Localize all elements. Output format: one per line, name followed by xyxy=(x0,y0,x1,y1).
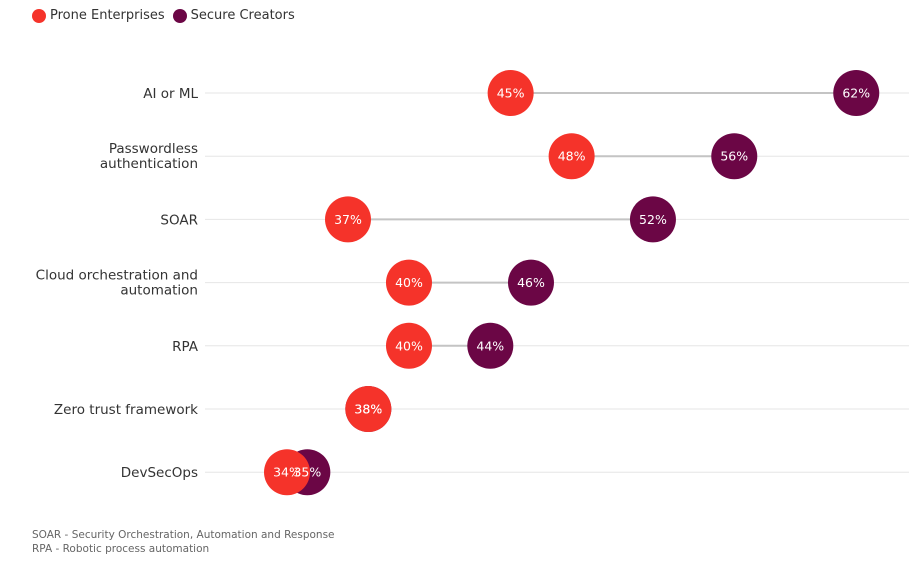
category-label-cloud-orchestration-and-automation: Cloud orchestration and automation xyxy=(36,268,198,299)
data-point-prone-enterprises-zero-trust-framework xyxy=(345,386,392,432)
data-label-prone-enterprises-zero-trust-framework: 38% xyxy=(354,402,382,417)
footnote-rpa: RPA - Robotic process automation xyxy=(32,543,210,555)
data-label-secure-creators-zero-trust-framework: 38% xyxy=(354,402,382,417)
category-label-passwordless-authentication: Passwordless authentication xyxy=(100,141,198,172)
data-point-prone-enterprises-cloud-orchestration-and-automation xyxy=(385,259,432,306)
data-label-secure-creators-cloud-orchestration-and-automation: 46% xyxy=(517,275,545,290)
category-label-ai-or-ml: AI or ML xyxy=(143,86,198,102)
data-point-secure-creators-passwordless-authentication xyxy=(711,133,758,180)
category-label-rpa: RPA xyxy=(172,339,199,355)
data-point-prone-enterprises-devsecops xyxy=(264,449,311,496)
data-label-prone-enterprises-soar: 37% xyxy=(334,212,362,227)
data-label-secure-creators-passwordless-authentication: 56% xyxy=(720,149,748,164)
legend-label-prone-enterprises: Prone Enterprises xyxy=(50,8,165,23)
data-label-prone-enterprises-cloud-orchestration-and-automation: 40% xyxy=(395,275,423,290)
chart-legend: Prone Enterprises Secure Creators xyxy=(32,8,303,23)
data-label-prone-enterprises-passwordless-authentication: 48% xyxy=(558,149,586,164)
legend-item-secure-creators: Secure Creators xyxy=(172,8,295,23)
data-label-secure-creators-soar: 52% xyxy=(639,212,667,227)
data-point-prone-enterprises-rpa xyxy=(385,322,432,369)
data-label-secure-creators-devsecops: 35% xyxy=(293,465,321,480)
legend-label-secure-creators: Secure Creators xyxy=(190,8,295,23)
data-point-prone-enterprises-passwordless-authentication xyxy=(548,133,595,180)
data-label-secure-creators-ai-or-ml: 62% xyxy=(842,86,870,101)
footnote-soar: SOAR - Security Orchestration, Automatio… xyxy=(32,529,335,541)
data-label-prone-enterprises-rpa: 40% xyxy=(395,338,423,353)
chart-footnotes: SOAR - Security Orchestration, Automatio… xyxy=(32,528,335,556)
data-point-prone-enterprises-ai-or-ml xyxy=(487,70,534,116)
category-label-soar: SOAR xyxy=(160,212,198,228)
data-label-prone-enterprises-ai-or-ml: 45% xyxy=(497,86,525,101)
data-label-secure-creators-rpa: 44% xyxy=(476,338,504,353)
data-point-secure-creators-ai-or-ml xyxy=(833,70,880,116)
category-label-devsecops: DevSecOps xyxy=(121,465,198,481)
legend-swatch-prone-enterprises xyxy=(32,8,46,23)
data-point-secure-creators-rpa xyxy=(467,322,514,369)
legend-item-prone-enterprises: Prone Enterprises xyxy=(32,8,165,23)
data-label-prone-enterprises-devsecops: 34% xyxy=(273,465,301,480)
data-point-secure-creators-soar xyxy=(629,196,676,243)
category-label-zero-trust-framework: Zero trust framework xyxy=(54,402,198,418)
legend-swatch-secure-creators xyxy=(172,8,187,23)
data-point-secure-creators-cloud-orchestration-and-automation xyxy=(507,259,554,306)
data-point-prone-enterprises-soar xyxy=(325,196,371,243)
